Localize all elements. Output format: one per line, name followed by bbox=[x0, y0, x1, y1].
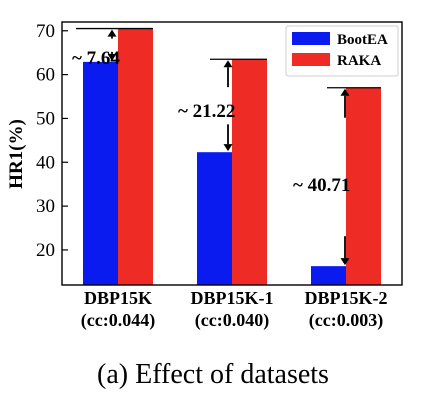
y-tick-label: 30 bbox=[36, 196, 55, 217]
y-axis-title: HR1(%) bbox=[6, 119, 27, 189]
y-tick-label: 60 bbox=[36, 65, 55, 86]
gap-annotation: ~ 40.71 bbox=[293, 175, 350, 196]
x-axis-labels: DBP15K(cc:0.044) DBP15K-1(cc:0.040) DBP15K… bbox=[81, 288, 388, 331]
bar-bootea-dbp15k-2 bbox=[311, 266, 346, 285]
bar-bootea-dbp15k bbox=[83, 61, 118, 285]
category-label: DBP15K-1 bbox=[191, 288, 274, 308]
gap-annotation: ~ 21.22 bbox=[178, 101, 235, 122]
category-label: DBP15K-2 bbox=[305, 288, 388, 308]
bar-bootea-dbp15k-1 bbox=[197, 152, 232, 285]
gap-annotation: ~ 7.64 bbox=[72, 48, 120, 69]
bar-raka-dbp15k bbox=[118, 28, 153, 285]
plot-frame bbox=[61, 21, 403, 286]
bar-raka-dbp15k-1 bbox=[232, 59, 267, 286]
bars bbox=[83, 28, 381, 286]
category-label: DBP15K bbox=[84, 288, 152, 308]
arrow-head bbox=[223, 60, 233, 68]
legend: BootEA RAKA bbox=[285, 25, 399, 77]
category-sublabel: (cc:0.003) bbox=[309, 310, 383, 331]
arrow-head bbox=[107, 53, 117, 61]
bar-raka-dbp15k-2 bbox=[346, 87, 381, 285]
category-sublabel: (cc:0.040) bbox=[195, 310, 269, 331]
arrow-head bbox=[340, 258, 350, 266]
y-tick-label: 70 bbox=[36, 21, 55, 42]
y-axis: 20 30 40 50 60 70 bbox=[36, 21, 68, 261]
y-tick-label: 50 bbox=[36, 108, 55, 129]
y-tick-label: 20 bbox=[36, 240, 55, 261]
legend-label-raka: RAKA bbox=[337, 53, 381, 69]
annotations: ~ 7.64 ~ 21.22 ~ 40.71 bbox=[72, 27, 381, 266]
arrow-head bbox=[340, 88, 350, 96]
category-sublabel: (cc:0.044) bbox=[81, 310, 155, 331]
figure-caption: (a) Effect of datasets bbox=[97, 359, 329, 390]
legend-swatch-raka bbox=[292, 53, 330, 66]
y-tick-label: 40 bbox=[36, 152, 55, 173]
legend-swatch-bootea bbox=[292, 32, 330, 45]
arrow-head bbox=[223, 144, 233, 152]
legend-label-bootea: BootEA bbox=[337, 32, 388, 48]
arrow-head bbox=[107, 29, 117, 37]
